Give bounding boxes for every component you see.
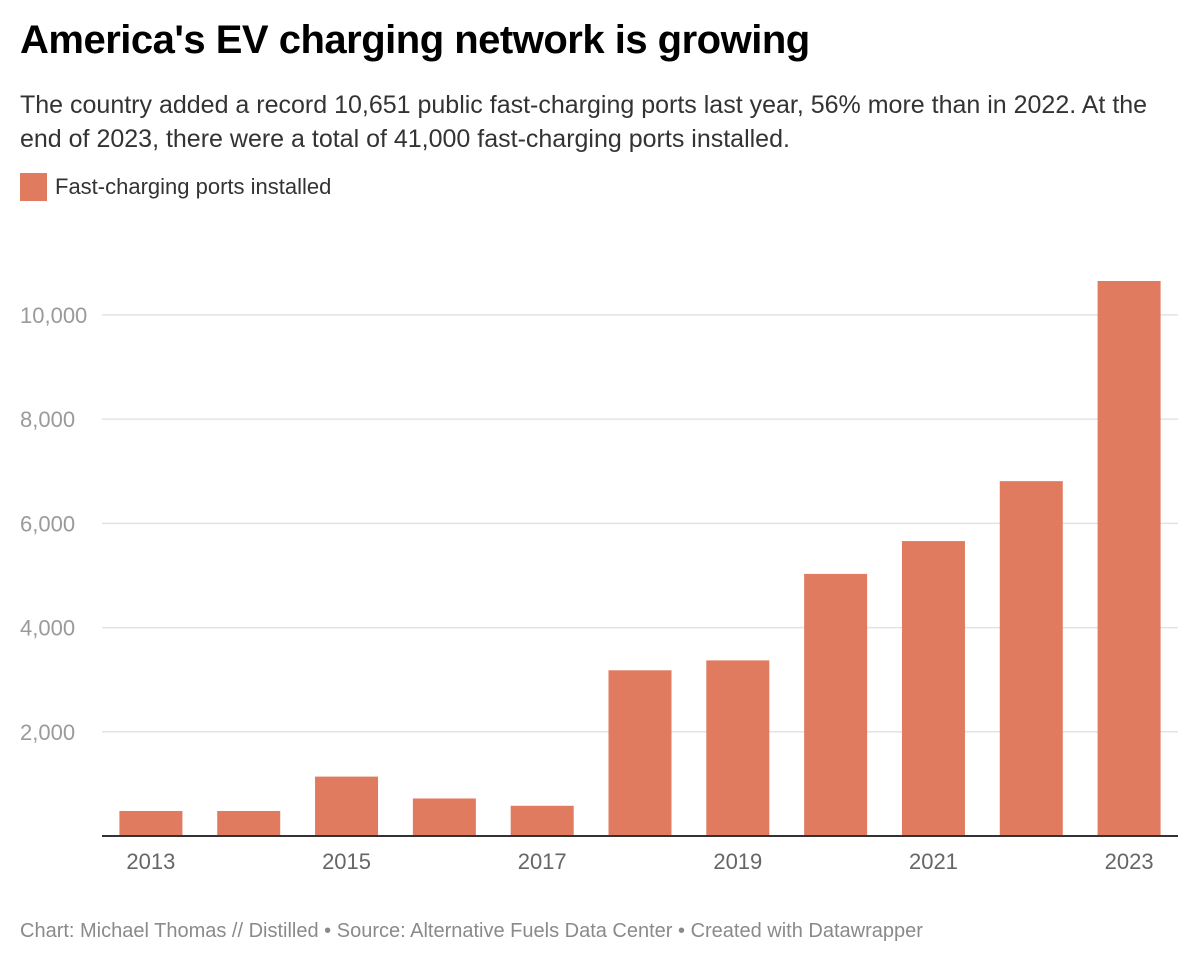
- x-tick-label: 2019: [713, 849, 762, 874]
- y-tick-label: 2,000: [20, 720, 75, 745]
- legend-label: Fast-charging ports installed: [55, 174, 332, 199]
- x-tick-label: 2015: [322, 849, 371, 874]
- bar-2016: [412, 798, 476, 836]
- legend: Fast-charging ports installed: [20, 173, 331, 201]
- chart-title: America's EV charging network is growing: [20, 18, 810, 62]
- x-tick-label: 2017: [518, 849, 567, 874]
- bar-2022: [999, 481, 1063, 836]
- x-tick-label: 2021: [909, 849, 958, 874]
- bar-2015: [315, 776, 379, 836]
- legend-swatch: [20, 173, 47, 201]
- chart-subtitle: The country added a record 10,651 public…: [20, 91, 1148, 153]
- bar-2014: [217, 810, 281, 836]
- chart-footer: Chart: Michael Thomas // Distilled • Sou…: [20, 920, 923, 942]
- y-tick-label: 4,000: [20, 616, 75, 641]
- bar-2017: [510, 805, 574, 836]
- bar-2018: [608, 670, 672, 836]
- y-tick-label: 6,000: [20, 511, 75, 536]
- bar-2023: [1097, 281, 1161, 836]
- bar-2021: [901, 541, 965, 836]
- y-tick-label: 10,000: [20, 303, 87, 328]
- bar-2013: [119, 810, 183, 836]
- bar-2019: [706, 660, 770, 836]
- x-tick-labels: 2013 2015 2017 2019 2021 2023: [126, 849, 1153, 874]
- x-tick-label: 2013: [126, 849, 175, 874]
- bar-2020: [804, 573, 868, 836]
- bars: [119, 281, 1161, 836]
- x-tick-label: 2023: [1105, 849, 1154, 874]
- gridlines: 2,000 4,000 6,000 8,000 10,000: [20, 303, 1178, 745]
- y-tick-label: 8,000: [20, 407, 75, 432]
